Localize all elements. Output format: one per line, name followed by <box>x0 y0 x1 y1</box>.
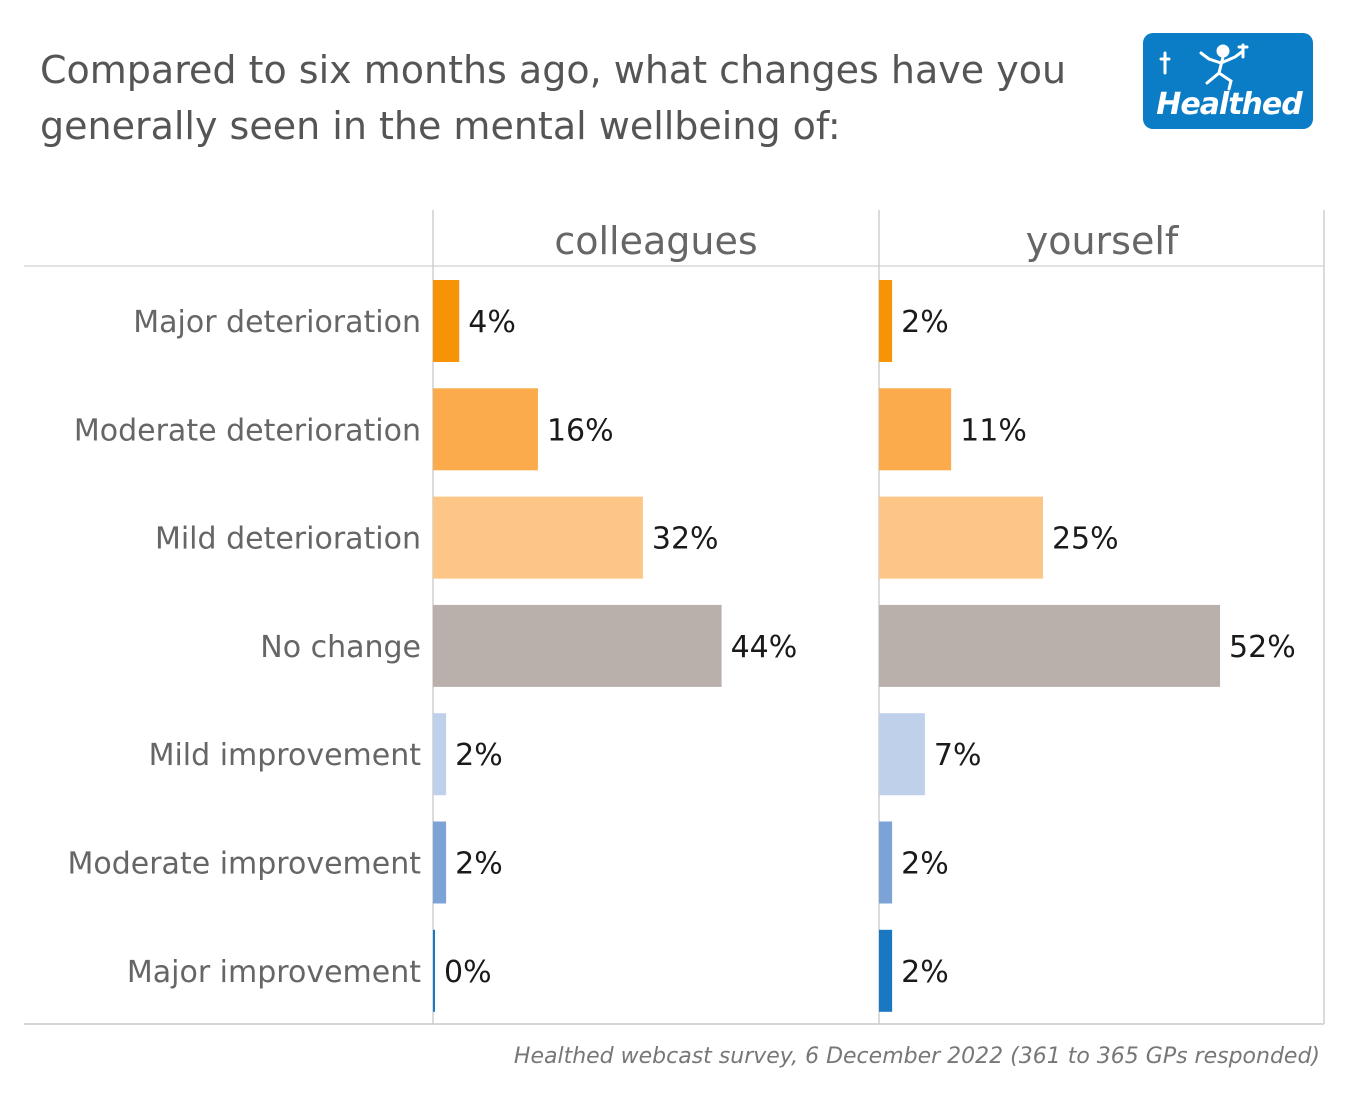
category-label: Mild deterioration <box>155 522 421 557</box>
bar-yourself <box>879 821 893 904</box>
bar-yourself <box>879 388 952 471</box>
category-label: Mild improvement <box>149 738 422 773</box>
bar-yourself <box>879 280 893 362</box>
runner-figure-icon <box>1159 43 1249 91</box>
data-label: 44% <box>731 630 798 665</box>
footnote: Healthed webcast survey, 6 December 2022… <box>513 1044 1320 1069</box>
category-label: Moderate deterioration <box>74 413 421 448</box>
panel-header-yourself: yourself <box>1026 219 1180 263</box>
bar-yourself <box>879 929 893 1012</box>
data-label: 11% <box>960 413 1027 448</box>
bar-colleagues <box>433 280 460 362</box>
category-label: Major deterioration <box>133 305 421 340</box>
bar-colleagues <box>433 929 435 1012</box>
bar-colleagues <box>433 388 538 471</box>
chart-title: Compared to six months ago, what changes… <box>40 48 1067 148</box>
bar-colleagues <box>433 821 447 904</box>
data-label: 4% <box>468 305 516 340</box>
data-label: 7% <box>934 738 982 773</box>
bar-yourself <box>879 713 925 796</box>
bar-yourself <box>879 604 1221 687</box>
data-label: 32% <box>652 522 719 557</box>
data-label: 2% <box>901 305 949 340</box>
bar-colleagues <box>433 713 447 796</box>
data-label: 2% <box>455 738 503 773</box>
data-label: 2% <box>901 847 949 882</box>
logo-text: Healthed <box>1156 87 1303 122</box>
data-label: 52% <box>1229 630 1296 665</box>
healthed-logo: Healthed <box>1143 33 1313 129</box>
data-label: 2% <box>901 955 949 990</box>
data-label: 25% <box>1052 522 1119 557</box>
data-label: 2% <box>455 847 503 882</box>
bar-colleagues <box>433 496 643 579</box>
panel-header-colleagues: colleagues <box>554 219 757 263</box>
bar-yourself <box>879 496 1043 579</box>
category-label: Major improvement <box>127 955 421 990</box>
category-label: Moderate improvement <box>67 847 421 882</box>
data-label: 16% <box>547 413 614 448</box>
category-label: No change <box>260 630 421 665</box>
data-label: 0% <box>444 955 492 990</box>
bar-colleagues <box>433 604 722 687</box>
